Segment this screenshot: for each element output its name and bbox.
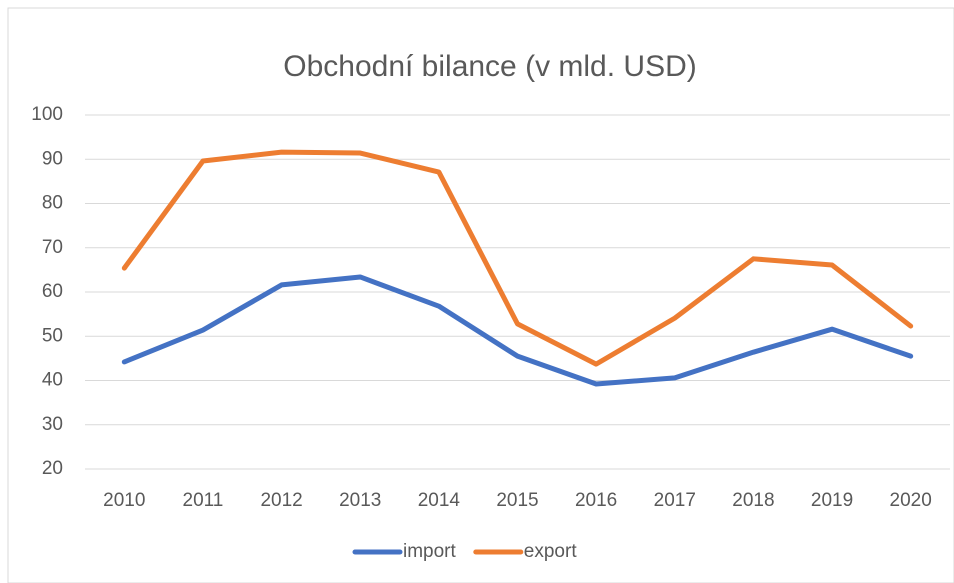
x-tick-label: 2015 <box>496 490 538 511</box>
y-tick-label: 70 <box>42 237 63 258</box>
legend-label: import <box>403 541 457 562</box>
y-tick-label: 40 <box>42 370 63 391</box>
y-tick-label: 20 <box>42 458 63 479</box>
line-series <box>121 274 914 387</box>
y-tick-label: 90 <box>42 148 63 169</box>
x-tick-label: 2014 <box>418 490 461 511</box>
y-tick-label: 60 <box>42 281 63 302</box>
x-tick-label: 2013 <box>339 490 381 511</box>
chart-title: Obchodní bilance (v mld. USD) <box>283 50 697 83</box>
x-tick-label: 2016 <box>575 490 617 511</box>
chart-border <box>7 7 954 583</box>
x-tick-label: 2020 <box>890 490 932 511</box>
legend-label: export <box>524 541 578 562</box>
y-tick-label: 100 <box>31 104 63 125</box>
y-tick-label: 30 <box>42 414 63 435</box>
y-tick-label: 50 <box>42 325 63 346</box>
x-tick-label: 2012 <box>260 490 302 511</box>
line-series <box>121 149 914 367</box>
x-tick-label: 2011 <box>183 490 224 511</box>
y-tick-label: 80 <box>42 193 63 214</box>
x-tick-label: 2019 <box>811 490 853 511</box>
x-tick-label: 2017 <box>654 490 696 511</box>
x-tick-label: 2010 <box>103 490 145 511</box>
x-tick-label: 2018 <box>732 490 774 511</box>
